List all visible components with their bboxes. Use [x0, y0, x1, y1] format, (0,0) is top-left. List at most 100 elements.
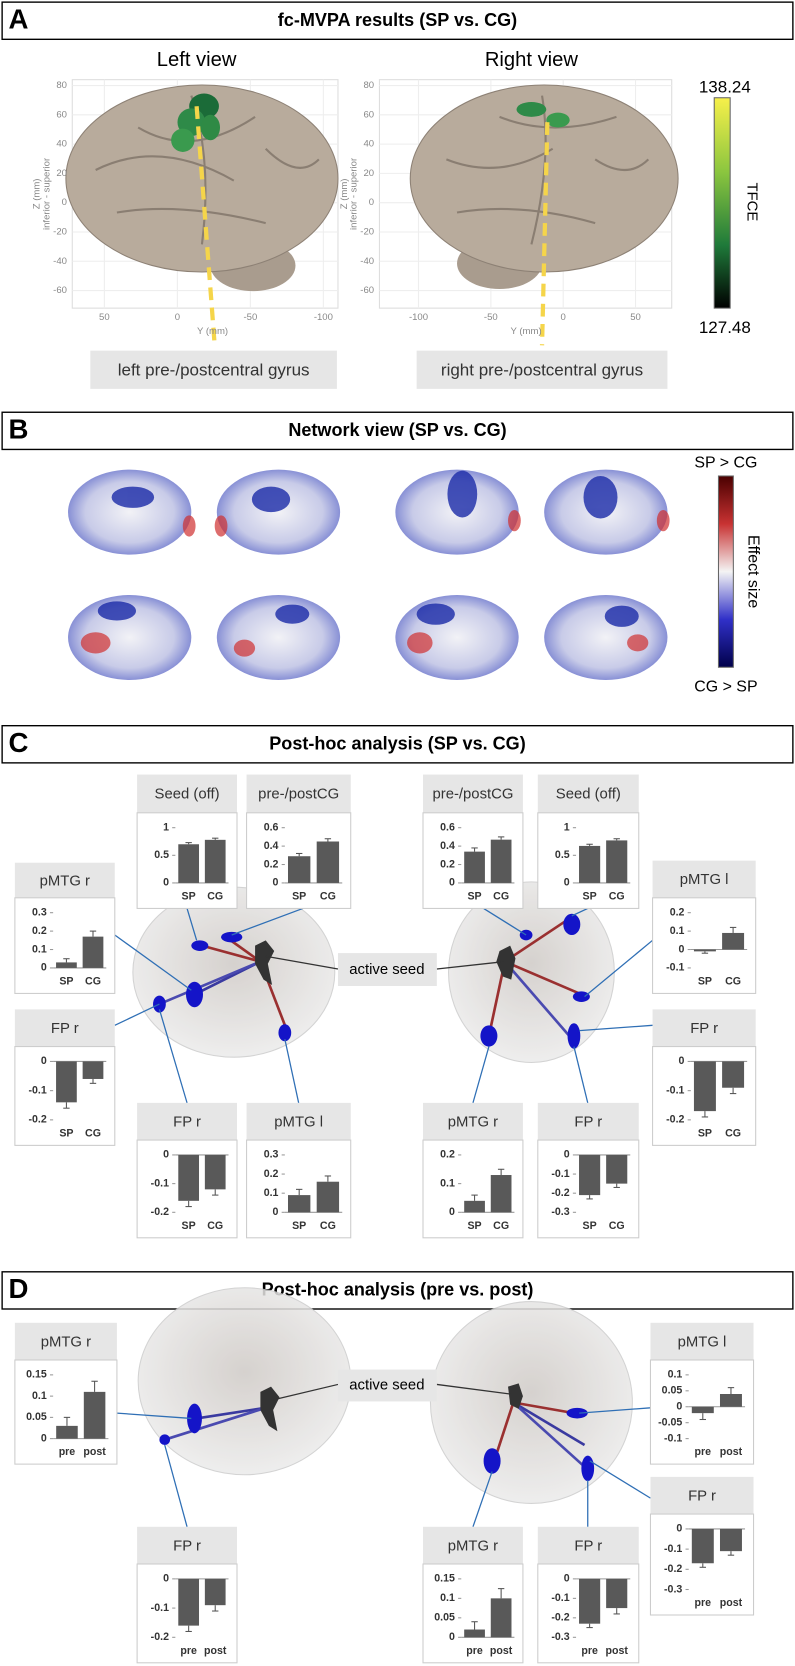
- bar: [83, 1391, 106, 1439]
- y-tick-label: 0: [676, 1523, 682, 1535]
- y-tick-label: -0.1: [551, 1592, 569, 1604]
- bar: [178, 844, 200, 883]
- x-tick-label: CG: [320, 1220, 336, 1232]
- bar: [719, 1394, 742, 1407]
- brain-right: [409, 84, 679, 346]
- chart-title: pre-/postCG: [432, 787, 513, 803]
- bar: [722, 1061, 745, 1088]
- bar: [722, 932, 745, 950]
- y-axis-label: inferior - superior: [348, 157, 359, 230]
- bar: [693, 1061, 716, 1112]
- y-tick-label: 0.1: [440, 1177, 455, 1189]
- y-tick-label: 0.15: [434, 1573, 455, 1585]
- chart-title-box: [246, 774, 351, 813]
- y-tick-label: 80: [363, 80, 374, 91]
- y-tick-label: -60: [53, 285, 67, 296]
- y-tick-label: 0: [41, 1432, 47, 1444]
- x-tick-label: SP: [182, 1220, 196, 1232]
- panel-title: Post-hoc analysis (SP vs. CG): [269, 734, 525, 754]
- y-tick-label: -40: [53, 256, 67, 267]
- bar: [316, 1181, 340, 1213]
- panel-letter: D: [9, 1273, 29, 1304]
- chart-box: [14, 897, 116, 994]
- callout-lines: [114, 907, 653, 1528]
- bar: [490, 1175, 512, 1213]
- chart-title-box: [246, 1102, 351, 1141]
- x-tick-label: SP: [292, 891, 306, 903]
- chart-title-box: [137, 1526, 238, 1564]
- panel-title: fc-MVPA results (SP vs. CG): [278, 10, 517, 30]
- y-tick-label: -0.2: [151, 1206, 169, 1218]
- chart-title-box: [14, 1322, 117, 1360]
- bar: [579, 1154, 601, 1196]
- y-tick-label: 0: [163, 1149, 169, 1161]
- bar: [691, 1528, 714, 1564]
- x-axis-label: Y (mm): [197, 326, 228, 337]
- colorbar-min: 127.48: [699, 318, 751, 337]
- y-tick-label: 0.6: [264, 822, 279, 834]
- bar: [606, 1578, 628, 1609]
- colorbar: [713, 97, 731, 309]
- y-tick-label: 1: [163, 822, 169, 834]
- x-tick-label: CG: [320, 891, 336, 903]
- y-tick-label: -0.2: [28, 1114, 46, 1126]
- y-axis-label: Z (mm): [339, 179, 350, 210]
- y-tick-label: 0.3: [32, 907, 47, 919]
- y-tick-label: -0.1: [666, 1084, 684, 1096]
- bar: [178, 1578, 200, 1626]
- x-tick-label: SP: [182, 891, 196, 903]
- region-box: [90, 350, 337, 389]
- y-tick-label: -0.3: [551, 1631, 569, 1643]
- panel-letter: B: [9, 414, 29, 445]
- bar: [56, 1425, 78, 1439]
- chart-title: Seed (off): [155, 787, 220, 803]
- bar: [464, 1629, 485, 1638]
- y-tick-label: 0: [449, 877, 455, 889]
- header-box: [1, 1271, 794, 1310]
- x-axis-label: Y (mm): [511, 326, 542, 337]
- y-tick-label: 0.15: [26, 1369, 47, 1381]
- y-tick-label: 0.1: [670, 925, 685, 937]
- region-label: left pre-/postcentral gyrus: [118, 360, 310, 379]
- chart-title-box: [14, 1009, 115, 1047]
- y-tick-label: -0.2: [151, 1631, 169, 1643]
- x-tick-label: post: [720, 1446, 743, 1458]
- x-tick-label: CG: [85, 1128, 101, 1140]
- x-tick-label: CG: [493, 891, 509, 903]
- chart-title: pMTG r: [448, 1114, 498, 1130]
- x-tick-label: CG: [725, 1128, 741, 1140]
- bar: [204, 1154, 226, 1190]
- x-tick-label: post: [490, 1645, 513, 1657]
- y-tick-label: 0: [449, 1206, 455, 1218]
- chart-title: pMTG r: [41, 1334, 91, 1350]
- chart-title: pre-/postCG: [258, 787, 339, 803]
- panel-letter: C: [9, 727, 29, 758]
- y-tick-label: 0: [564, 1149, 570, 1161]
- y-tick-label: 0: [564, 1573, 570, 1585]
- chart-title: FP r: [688, 1488, 716, 1504]
- x-tick-label: SP: [583, 1220, 597, 1232]
- x-tick-label: CG: [609, 891, 625, 903]
- y-tick-label: 0.05: [26, 1411, 47, 1423]
- colorbar-top: SP > CG: [694, 454, 757, 471]
- bar: [606, 840, 628, 883]
- y-tick-label: 0: [679, 943, 685, 955]
- y-tick-label: -0.3: [551, 1206, 569, 1218]
- panel-title: Network view (SP vs. CG): [288, 420, 506, 440]
- y-tick-label: 0: [449, 1631, 455, 1643]
- x-tick-label: 0: [561, 312, 566, 323]
- bar: [287, 856, 311, 883]
- y-tick-label: 0.1: [264, 1187, 279, 1199]
- y-axis-label: inferior - superior: [41, 157, 52, 230]
- region-box: [416, 350, 668, 389]
- y-tick-label: -0.2: [551, 1612, 569, 1624]
- chart-title: FP r: [574, 1114, 602, 1130]
- chart-title-box: [423, 774, 523, 813]
- chart-title: FP r: [51, 1021, 79, 1037]
- bar: [490, 839, 512, 883]
- y-tick-label: 0: [163, 1573, 169, 1585]
- bar: [287, 1195, 311, 1213]
- x-tick-label: pre: [180, 1645, 197, 1657]
- chart-title: pMTG l: [678, 1334, 727, 1350]
